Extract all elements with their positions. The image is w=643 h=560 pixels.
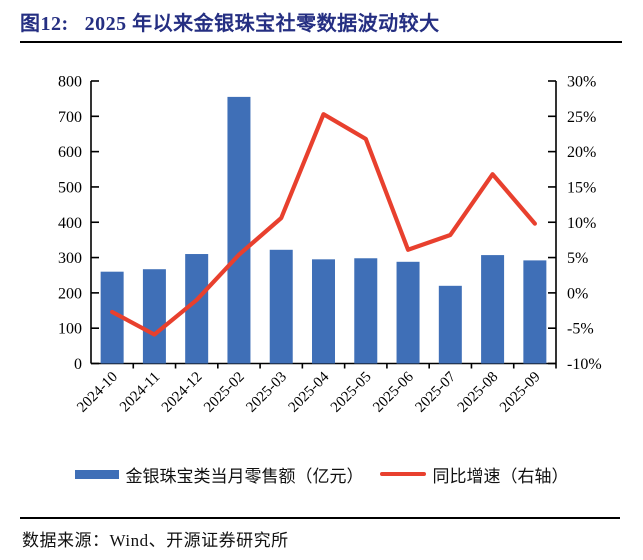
- left-tick-label: 500: [58, 179, 82, 196]
- bar-2025-05: [354, 258, 378, 364]
- bar-2024-11: [142, 269, 166, 364]
- bar-2025-03: [269, 249, 293, 364]
- combo-chart: 0 100 200 300 400 500 600 700 800 -10% -5% 0% 5% 10% 1…: [58, 74, 602, 416]
- right-tick-label: 25%: [567, 109, 596, 126]
- x-category-label: 2025-08: [455, 369, 502, 416]
- left-tick-label: 800: [58, 74, 82, 91]
- legend-item-bar: 金银珠宝类当月零售额（亿元）: [74, 462, 364, 487]
- right-tick-label: 10%: [567, 215, 596, 232]
- x-category-label: 2025-09: [497, 369, 544, 416]
- bar-2025-08: [481, 255, 505, 364]
- figure-title: 图12: 2025 年以来金银珠宝社零数据波动较大: [20, 7, 622, 36]
- right-tick-label: 15%: [567, 179, 596, 196]
- legend-line-label: 同比增速（右轴）: [432, 466, 569, 486]
- bar-2025-04: [312, 259, 335, 364]
- bar-swatch-icon: [74, 469, 119, 479]
- bar-2025-09: [523, 260, 547, 364]
- x-category-label: 2025-02: [201, 369, 248, 416]
- x-category-label: 2025-04: [286, 369, 333, 416]
- left-tick-label: 0: [74, 356, 82, 373]
- right-tick-label: 0%: [567, 285, 588, 302]
- legend-item-line: 同比增速（右轴）: [379, 462, 569, 487]
- right-tick-label: -5%: [567, 321, 594, 338]
- right-tick-label: -10%: [567, 356, 602, 373]
- left-tick-label: 300: [58, 250, 82, 267]
- right-tick-label: 20%: [567, 144, 596, 161]
- chart-legend: 金银珠宝类当月零售额（亿元） 同比增速（右轴）: [0, 461, 643, 487]
- x-category-label: 2025-05: [328, 369, 375, 416]
- bar-2024-10: [100, 271, 124, 364]
- x-category-label: 2024-12: [159, 369, 206, 416]
- yoy-line: [110, 112, 537, 337]
- x-category-label: 2024-11: [117, 369, 163, 415]
- left-tick-label: 700: [58, 109, 82, 126]
- x-category-label: 2025-07: [412, 369, 459, 416]
- x-category-label: 2024-10: [74, 369, 121, 416]
- bar-2025-07: [438, 285, 462, 364]
- title-underline: [20, 41, 622, 43]
- left-tick-label: 200: [58, 285, 82, 302]
- footer-rule: [20, 517, 620, 519]
- left-tick-label: 100: [58, 321, 82, 338]
- figure-number: 图12:: [20, 13, 69, 35]
- line-swatch-icon: [379, 472, 426, 476]
- right-tick-label: 5%: [567, 250, 588, 267]
- chart-area: 0 100 200 300 400 500 600 700 800 -10% -5% 0% 5% 10% 1…: [20, 58, 635, 460]
- legend-bar-label: 金银珠宝类当月零售额（亿元）: [125, 466, 364, 486]
- bar-2024-12: [185, 254, 209, 364]
- right-tick-label: 30%: [567, 74, 596, 91]
- figure-title-text: 2025 年以来金银珠宝社零数据波动较大: [84, 13, 440, 35]
- x-category-label: 2025-03: [243, 369, 290, 416]
- data-source: 数据来源：Wind、开源证券研究所: [22, 531, 289, 550]
- x-category-label: 2025-06: [370, 369, 417, 416]
- left-tick-label: 400: [58, 215, 82, 232]
- left-tick-label: 600: [58, 144, 82, 161]
- bar-2025-06: [396, 261, 420, 364]
- bar-2025-02: [227, 96, 251, 364]
